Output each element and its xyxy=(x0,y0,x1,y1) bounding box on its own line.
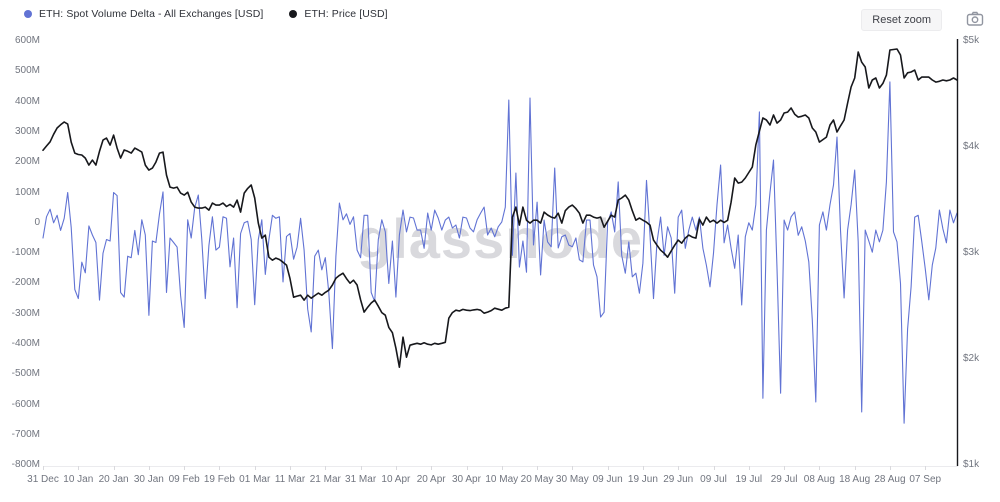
x-axis-tick-label: 29 Jun xyxy=(663,474,694,485)
x-axis-tick-mark xyxy=(219,466,221,470)
x-axis-tick-mark xyxy=(43,466,44,470)
x-axis-tick-mark xyxy=(290,466,291,470)
x-axis-tick-label: 10 Jan xyxy=(63,474,94,485)
x-axis-tick-mark xyxy=(925,466,927,470)
x-axis-tick-mark xyxy=(678,466,680,470)
x-axis-tick-label: 08 Aug xyxy=(803,474,835,485)
x-axis-tick-mark xyxy=(431,466,433,470)
x-axis-tick-label: 29 Jul xyxy=(770,474,798,485)
x-axis-tick-mark xyxy=(889,466,891,470)
x-axis-tick-mark xyxy=(819,466,821,470)
y-axis-left-tick-label: -300M xyxy=(11,307,40,319)
price-legend-label: ETH: Price [USD] xyxy=(304,8,388,20)
y-axis-left-tick-label: -600M xyxy=(11,398,40,410)
reset-zoom-button[interactable]: Reset zoom xyxy=(861,9,942,31)
y-axis-right-tick-label: $5k xyxy=(963,35,980,46)
x-axis-tick-label: 28 Aug xyxy=(874,474,906,485)
x-axis-tick-label: 07 Sep xyxy=(909,474,942,485)
x-axis-tick-mark xyxy=(784,466,786,470)
y-axis-right-tick-label: $1k xyxy=(963,459,980,471)
x-axis-tick-mark xyxy=(148,466,150,470)
volume-delta-legend-label: ETH: Spot Volume Delta - All Exchanges [… xyxy=(39,8,264,20)
x-axis-tick-mark xyxy=(325,466,327,470)
volume-delta-series-line xyxy=(42,81,958,424)
y-axis-right-tick-label: $2k xyxy=(963,353,980,365)
price-legend-dot-icon xyxy=(289,10,298,18)
x-axis-tick-label: 01 Mar xyxy=(239,474,271,485)
y-axis-left-tick-label: -100M xyxy=(11,247,40,259)
legend-item-volume-delta[interactable]: ETH: Spot Volume Delta - All Exchanges [… xyxy=(24,8,263,20)
x-axis-tick-label: 21 Mar xyxy=(309,474,341,485)
x-axis-tick-label: 31 Mar xyxy=(345,474,377,485)
x-axis-tick-label: 09 Jun xyxy=(592,474,623,485)
x-axis-tick-mark xyxy=(854,466,856,470)
y-axis-left-tick-label: 600M xyxy=(14,35,40,46)
x-axis-tick-mark xyxy=(501,466,503,470)
x-axis-tick-label: 11 Mar xyxy=(274,474,306,485)
x-axis-tick-label: 19 Jun xyxy=(627,474,658,485)
x-axis-tick-mark xyxy=(360,466,362,470)
x-axis-tick-mark xyxy=(254,466,256,470)
x-axis-tick-mark xyxy=(78,466,80,470)
legend-item-price[interactable]: ETH: Price [USD] xyxy=(289,8,388,20)
x-axis-tick-mark xyxy=(537,466,539,470)
y-axis-left-tick-label: -400M xyxy=(11,338,40,350)
x-axis-tick-mark xyxy=(607,466,609,470)
x-axis-tick-label: 09 Feb xyxy=(168,474,200,485)
y-axis-left-tick-label: -500M xyxy=(11,368,40,380)
y-axis-left-tick-label: -800M xyxy=(11,459,40,471)
y-axis-left-tick-label: -200M xyxy=(11,277,40,289)
x-axis-tick-label: 10 May xyxy=(485,474,519,485)
x-axis-tick-mark xyxy=(642,466,644,470)
x-axis-line xyxy=(43,466,958,467)
x-axis-tick-label: 19 Feb xyxy=(203,474,235,485)
x-axis-tick-mark xyxy=(395,466,397,470)
y-axis-left-tick-label: 500M xyxy=(14,65,40,77)
x-axis-tick-mark xyxy=(748,466,750,470)
y-axis-left-tick-label: -700M xyxy=(11,428,40,440)
y-axis-left-tick-label: 100M xyxy=(14,186,40,198)
x-axis-tick-label: 20 Apr xyxy=(416,474,446,485)
x-axis-tick-mark xyxy=(466,466,468,470)
camera-icon[interactable] xyxy=(966,10,984,28)
price-series-line xyxy=(42,48,958,369)
x-axis-tick-label: 30 Jan xyxy=(133,474,164,485)
y-axis-left-tick-label: 300M xyxy=(14,125,40,137)
y-axis-left-tick-label: 400M xyxy=(14,95,40,107)
x-axis-tick-mark xyxy=(113,466,115,470)
x-axis-tick-label: 19 Jul xyxy=(735,474,763,485)
x-axis-tick-mark xyxy=(184,466,186,470)
x-axis-tick-label: 30 May xyxy=(555,474,589,485)
x-axis-tick-label: 31 Dec xyxy=(27,474,59,485)
volume-delta-legend-dot-icon xyxy=(24,10,32,18)
x-axis-tick-mark xyxy=(572,466,574,470)
x-axis-tick-label: 09 Jul xyxy=(700,474,727,485)
x-axis-tick-label: 30 Apr xyxy=(452,474,481,485)
x-axis-tick-label: 20 May xyxy=(520,474,554,485)
x-axis-tick-label: 18 Aug xyxy=(839,474,871,485)
y-axis-right-tick-label: $3k xyxy=(963,247,980,259)
y-axis-left-tick-label: 200M xyxy=(14,156,40,168)
x-axis-tick-label: 10 Apr xyxy=(381,474,411,485)
x-axis-tick-mark xyxy=(713,466,715,470)
y-axis-right-tick-label: $4k xyxy=(963,141,980,153)
y-axis-left-tick-label: 0 xyxy=(34,216,40,228)
x-axis-tick-label: 20 Jan xyxy=(98,474,129,485)
chart-legend: ETH: Spot Volume Delta - All Exchanges [… xyxy=(24,8,388,20)
